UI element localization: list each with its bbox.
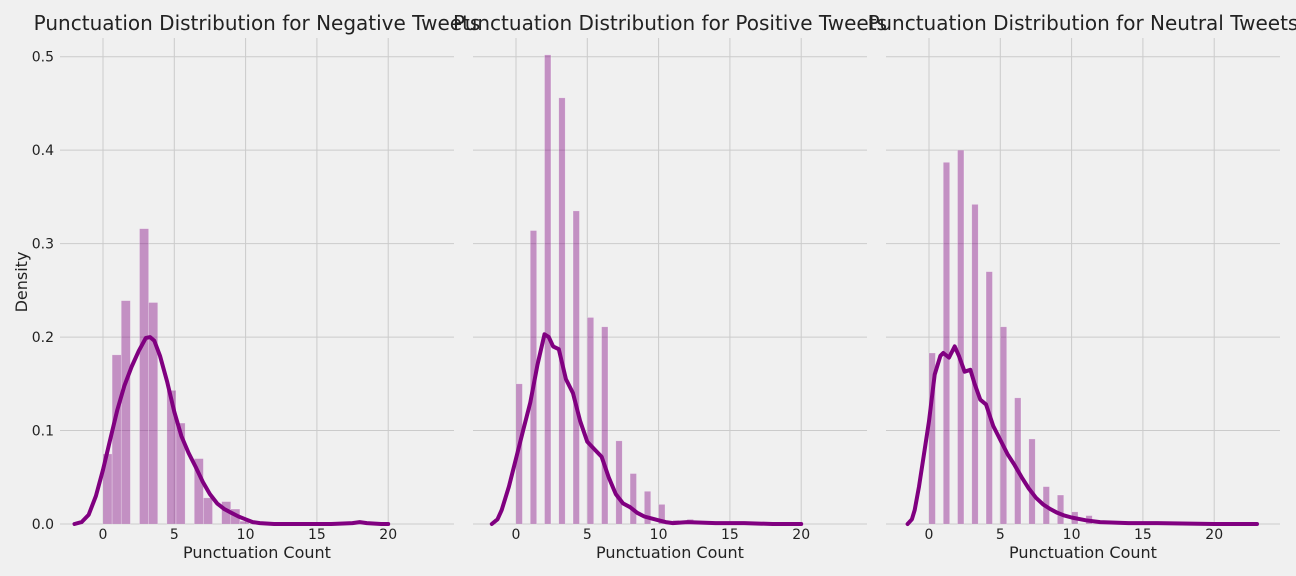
histogram-bar [629, 473, 637, 525]
histogram-bar [111, 354, 122, 525]
x-tick-label: 15 [308, 527, 326, 543]
histogram-bar [139, 228, 149, 525]
negative-tweets-panel: 0 5 10 15 20 0.0 0.1 0.2 0.3 0.4 0.5 Punctuation Di… [32, 11, 481, 562]
x-tick-label: 0 [925, 527, 934, 543]
histogram-bar [957, 149, 965, 525]
histogram-bar [175, 422, 186, 525]
histogram-bar [1057, 494, 1065, 525]
histogram-bar [120, 300, 131, 525]
histogram-bar [558, 97, 566, 525]
histogram-bar [1028, 438, 1036, 525]
kde-line [489, 332, 804, 526]
neutral-tweets-panel: 0 5 10 15 20 Punctuation Distribution for Neu… [868, 11, 1296, 562]
histogram-bar [586, 317, 595, 525]
x-tick-label: 0 [99, 527, 108, 543]
x-tick-label: 15 [1134, 527, 1152, 543]
y-tick-label: 0.5 [32, 50, 54, 66]
x-tick-label: 20 [1205, 527, 1223, 543]
x-axis-label: Punctuation Count [596, 543, 744, 562]
histogram-bar [193, 458, 204, 525]
x-tick-label: 5 [583, 527, 592, 543]
histogram-bar [942, 162, 950, 525]
y-tick-label: 0.4 [32, 143, 54, 159]
chart-title: Punctuation Distribution for Neutral Twe… [868, 11, 1296, 35]
histogram-bar [985, 271, 993, 525]
histogram-bar [658, 504, 666, 525]
x-axis-label: Punctuation Count [1009, 543, 1157, 562]
y-tick-label: 0.1 [32, 424, 54, 440]
x-tick-label: 10 [1063, 527, 1081, 543]
histogram-bar [928, 352, 936, 525]
x-tick-label: 20 [379, 527, 397, 543]
chart-title: Punctuation Distribution for Negative Tw… [34, 11, 481, 35]
x-tick-label: 10 [237, 527, 255, 543]
y-tick-label: 0.0 [32, 517, 54, 533]
histogram-bar [203, 497, 213, 525]
histogram-bar [601, 326, 609, 525]
kde-line [905, 344, 1259, 526]
x-tick-label: 5 [170, 527, 179, 543]
x-tick-label: 10 [650, 527, 668, 543]
histogram-bar [971, 204, 979, 525]
y-tick-label: 0.2 [32, 330, 54, 346]
y-tick-label: 0.3 [32, 237, 54, 253]
kde-line [72, 335, 391, 526]
positive-tweets-panel: 0 5 10 15 20 Punctuation Distribution for Pos… [453, 11, 887, 562]
x-tick-label: 0 [512, 527, 521, 543]
x-tick-label: 15 [721, 527, 739, 543]
x-axis-label: Punctuation Count [183, 543, 331, 562]
chart-title: Punctuation Distribution for Positive Tw… [453, 11, 887, 35]
histogram-bar [544, 54, 552, 525]
y-axis-label: Density [12, 252, 31, 313]
histogram-bar [1014, 397, 1022, 525]
x-tick-label: 5 [996, 527, 1005, 543]
histogram-bar [644, 490, 652, 525]
histogram-bar [999, 326, 1008, 525]
histogram-bar [166, 390, 177, 525]
x-tick-label: 20 [792, 527, 810, 543]
histogram-bar [615, 440, 623, 525]
histogram-bar [148, 302, 159, 525]
histogram-bar [572, 210, 580, 525]
